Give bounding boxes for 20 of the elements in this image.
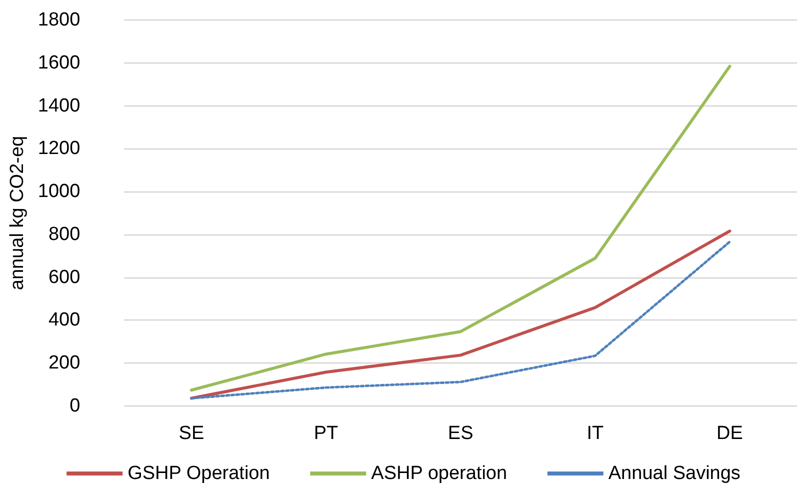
y-tick-label: 1200 [38, 138, 80, 160]
legend-label: GSHP Operation [128, 463, 270, 484]
y-axis-title: annual kg CO2-eq [7, 136, 28, 290]
x-tick-label: ES [448, 423, 474, 444]
y-tick-label: 1800 [38, 10, 80, 30]
legend-label: ASHP operation [371, 463, 508, 484]
y-tick-label: 1400 [38, 95, 80, 116]
y-tick-label: 400 [48, 310, 80, 331]
legend-label: Annual Savings [608, 463, 740, 484]
y-tick-label: 200 [48, 352, 80, 374]
x-tick-label: DE [716, 423, 743, 444]
x-tick-label: SE [178, 423, 204, 444]
y-tick-label: 1000 [38, 181, 80, 202]
y-tick-label: 1600 [38, 52, 80, 74]
y-tick-label: 800 [48, 224, 80, 245]
y-tick-label: 600 [48, 266, 80, 288]
y-tick-label: 0 [70, 396, 80, 416]
x-tick-label: PT [314, 423, 339, 444]
x-tick-label: IT [586, 423, 604, 444]
line-series [190, 64, 732, 392]
